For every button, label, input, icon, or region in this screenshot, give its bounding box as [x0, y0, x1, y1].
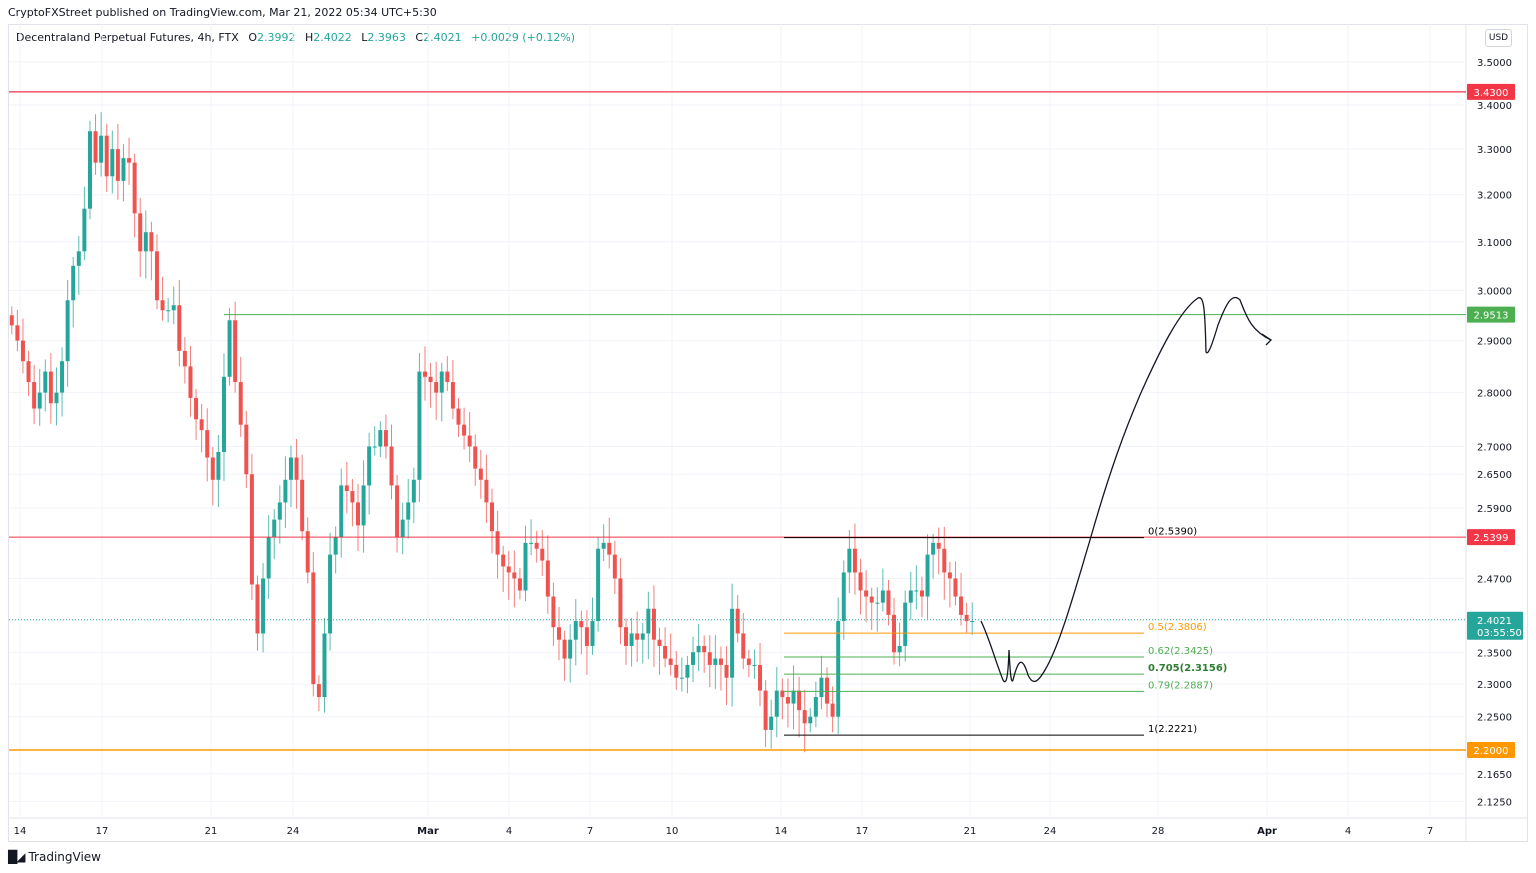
published-line: CryptoFXStreet published on TradingView.…: [8, 6, 437, 19]
symbol-legend: Decentraland Perpetual Futures, 4h, FTX …: [16, 31, 581, 44]
chart-frame: [8, 24, 1528, 842]
tradingview-logo-icon: █◢: [8, 850, 25, 864]
low-value: 2.3963: [367, 31, 406, 44]
open-value: 2.3992: [257, 31, 296, 44]
brand-label: TradingView: [28, 850, 101, 864]
close-label: C: [415, 31, 424, 44]
open-label: O: [248, 31, 257, 44]
close-value: 2.4021: [423, 31, 462, 44]
change-value: +0.0029 (+0.12%): [471, 31, 576, 44]
symbol-title: Decentraland Perpetual Futures, 4h, FTX: [16, 31, 239, 44]
low-label: L: [361, 31, 368, 44]
high-value: 2.4022: [313, 31, 352, 44]
tradingview-brand[interactable]: █◢ TradingView: [8, 850, 101, 864]
currency-button[interactable]: USD: [1485, 29, 1512, 47]
high-label: H: [305, 31, 314, 44]
